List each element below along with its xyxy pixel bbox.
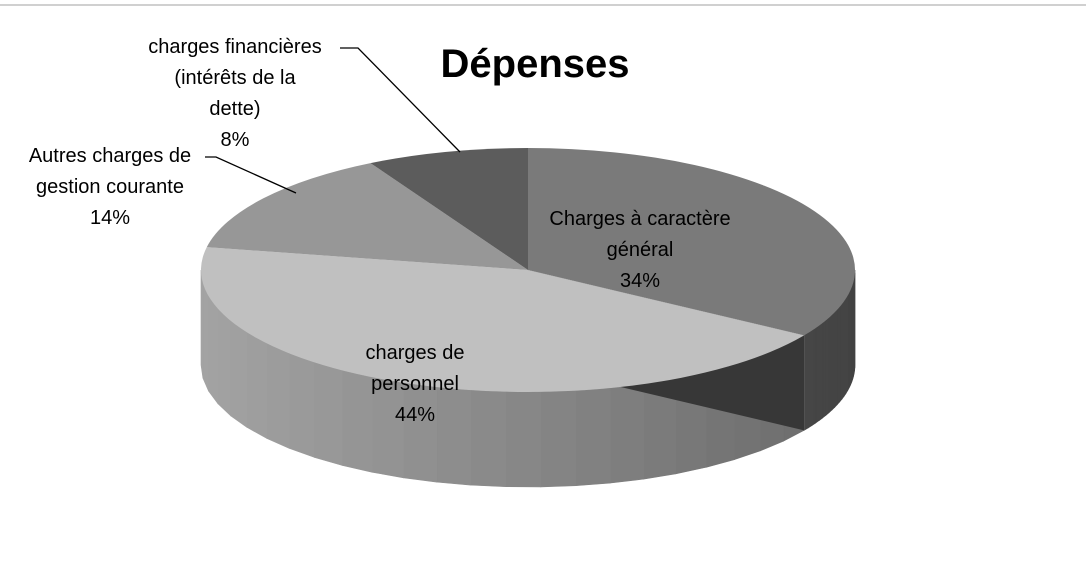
slice-side xyxy=(266,342,290,449)
slice-side xyxy=(841,300,845,400)
slice-label: charges de personnel 44% xyxy=(366,338,465,431)
slice-side xyxy=(803,332,809,431)
slice-side xyxy=(217,307,231,417)
slice-side xyxy=(230,320,248,428)
category-label: Autres charges de gestion courante xyxy=(28,145,192,198)
slice-side xyxy=(288,352,315,458)
slice-side xyxy=(822,319,827,419)
slice-side xyxy=(505,391,542,488)
slice-side xyxy=(807,329,813,429)
leader-line xyxy=(340,47,461,153)
slice-side xyxy=(825,316,830,416)
slice-side xyxy=(575,387,611,487)
category-label: charges financières (intérêts de la dett… xyxy=(148,36,322,120)
slice-side xyxy=(837,305,841,406)
slice-label: charges financières (intérêts de la dett… xyxy=(148,32,321,156)
slice xyxy=(370,148,528,270)
slice-side xyxy=(811,327,817,427)
slice-side xyxy=(819,322,824,421)
slice-side xyxy=(246,331,267,439)
slice xyxy=(201,247,805,392)
slice-side xyxy=(208,295,219,405)
slice-side xyxy=(815,324,820,424)
slice-side xyxy=(540,390,577,488)
value-label: 44% xyxy=(394,404,436,426)
leader-line xyxy=(205,156,297,194)
slice-side xyxy=(200,269,204,379)
chart-title: Dépenses xyxy=(440,42,630,86)
slice-side xyxy=(828,314,833,414)
slice-label: Autres charges de gestion courante 14% xyxy=(29,141,191,234)
slice-side xyxy=(834,308,838,408)
slice-side xyxy=(202,282,209,392)
slice xyxy=(206,163,529,270)
slice-side xyxy=(839,303,843,403)
category-label: charges de personnel xyxy=(365,342,465,395)
slice-label: Charges à caractère général 34% xyxy=(549,204,730,297)
slice-side xyxy=(831,311,836,411)
slice-side xyxy=(314,361,343,466)
value-label: 34% xyxy=(619,270,661,292)
value-label: 8% xyxy=(220,129,250,151)
slice xyxy=(528,148,855,336)
value-label: 14% xyxy=(89,207,131,229)
category-label: Charges à caractère général xyxy=(549,208,731,261)
slice-side xyxy=(470,389,507,488)
slice-side xyxy=(609,383,644,484)
